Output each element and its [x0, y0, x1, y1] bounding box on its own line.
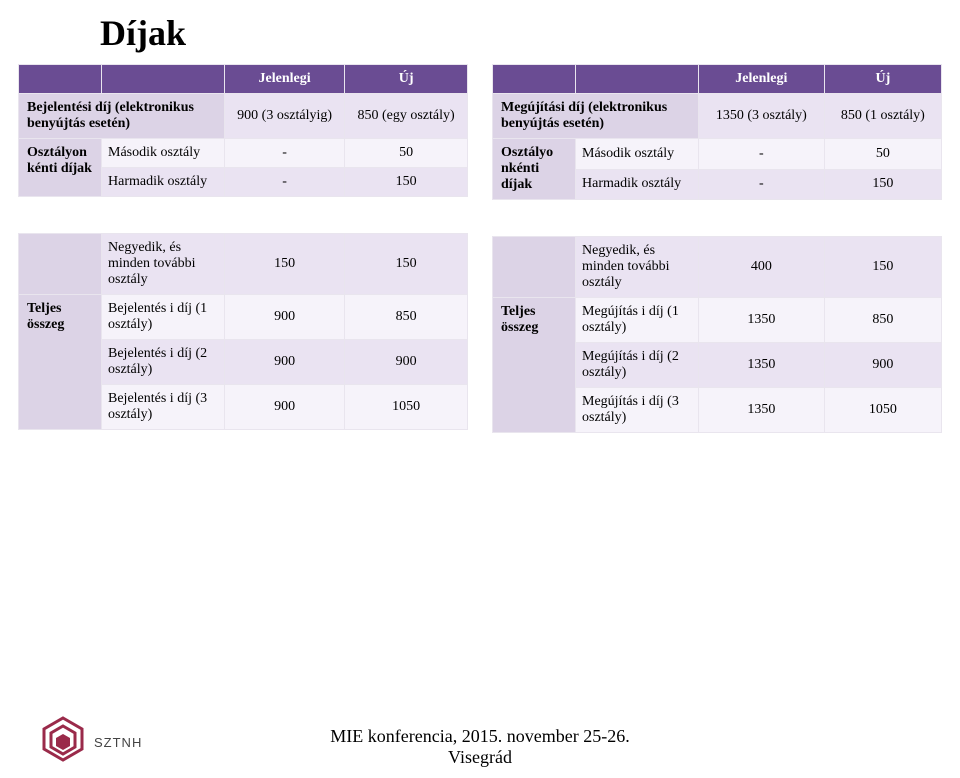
- right-current-cell: 1350 (3 osztály): [699, 94, 825, 139]
- table-row: Osztályo nkénti díjakMásodik osztály-50: [493, 139, 942, 170]
- left-current-cell: -: [225, 139, 345, 168]
- left-row-label: Bejelentési díj (elektronikus benyújtás …: [19, 94, 225, 139]
- right-current-cell: 1350: [699, 298, 825, 343]
- table-row: Teljes összegBejelentés i díj (1 osztály…: [19, 295, 468, 340]
- right-table-body: Megújítási díj (elektronikus benyújtás e…: [493, 94, 942, 433]
- spacer-cell: [19, 197, 468, 234]
- left-new-cell: 850: [345, 295, 468, 340]
- right-head-blank1: [493, 65, 576, 94]
- right-current-cell: -: [699, 139, 825, 170]
- right-desc-cell: Megújítás i díj (2 osztály): [576, 343, 699, 388]
- table-row: Negyedik, és minden további osztály15015…: [19, 234, 468, 295]
- left-new-cell: 150: [345, 168, 468, 197]
- tables-container: Jelenlegi Új Bejelentési díj (elektronik…: [0, 64, 960, 433]
- left-desc-cell: Bejelentés i díj (1 osztály): [102, 295, 225, 340]
- right-new-cell: 850: [824, 298, 941, 343]
- right-table: Jelenlegi Új Megújítási díj (elektroniku…: [492, 64, 942, 433]
- right-desc-cell: Harmadik osztály: [576, 169, 699, 200]
- left-desc-cell: Negyedik, és minden további osztály: [102, 234, 225, 295]
- right-current-cell: -: [699, 169, 825, 200]
- footer-line1: MIE konferencia, 2015. november 25-26.: [0, 726, 960, 747]
- left-current-cell: 900: [225, 340, 345, 385]
- left-desc-cell: Bejelentés i díj (3 osztály): [102, 385, 225, 430]
- right-group-label: Teljes összeg: [493, 298, 576, 433]
- right-group-label: Osztályo nkénti díjak: [493, 139, 576, 200]
- left-new-cell: 900: [345, 340, 468, 385]
- right-desc-cell: Második osztály: [576, 139, 699, 170]
- table-row: Negyedik, és minden további osztály40015…: [493, 237, 942, 298]
- left-table: Jelenlegi Új Bejelentési díj (elektronik…: [18, 64, 468, 430]
- footer-line2: Visegrád: [0, 747, 960, 768]
- spacer-cell: [493, 200, 942, 237]
- left-current-cell: 900 (3 osztályig): [225, 94, 345, 139]
- right-table-head: Jelenlegi Új: [493, 65, 942, 94]
- right-new-cell: 150: [824, 169, 941, 200]
- right-current-cell: 1350: [699, 388, 825, 433]
- table-row: Teljes összegMegújítás i díj (1 osztály)…: [493, 298, 942, 343]
- right-head-current: Jelenlegi: [699, 65, 825, 94]
- left-new-cell: 50: [345, 139, 468, 168]
- left-new-cell: 150: [345, 234, 468, 295]
- left-head-new: Új: [345, 65, 468, 94]
- left-new-cell: 850 (egy osztály): [345, 94, 468, 139]
- right-desc-cell: Negyedik, és minden további osztály: [576, 237, 699, 298]
- right-blank-label: [493, 237, 576, 298]
- left-current-cell: 900: [225, 385, 345, 430]
- left-new-cell: 1050: [345, 385, 468, 430]
- right-desc-cell: Megújítás i díj (1 osztály): [576, 298, 699, 343]
- right-new-cell: 1050: [824, 388, 941, 433]
- left-table-body: Bejelentési díj (elektronikus benyújtás …: [19, 94, 468, 430]
- page-title: Díjak: [100, 12, 960, 54]
- right-new-cell: 900: [824, 343, 941, 388]
- right-current-cell: 1350: [699, 343, 825, 388]
- left-group-label: Osztályon kénti díjak: [19, 139, 102, 197]
- right-row-label: Megújítási díj (elektronikus benyújtás e…: [493, 94, 699, 139]
- left-head-blank2: [102, 65, 225, 94]
- left-head-current: Jelenlegi: [225, 65, 345, 94]
- left-blank-label: [19, 234, 102, 295]
- right-new-cell: 150: [824, 237, 941, 298]
- left-head-blank1: [19, 65, 102, 94]
- left-desc-cell: Bejelentés i díj (2 osztály): [102, 340, 225, 385]
- left-current-cell: 900: [225, 295, 345, 340]
- left-group-label: Teljes összeg: [19, 295, 102, 430]
- table-row: Megújítási díj (elektronikus benyújtás e…: [493, 94, 942, 139]
- table-row: Osztályon kénti díjakMásodik osztály-50: [19, 139, 468, 168]
- right-head-blank2: [576, 65, 699, 94]
- right-desc-cell: Megújítás i díj (3 osztály): [576, 388, 699, 433]
- left-table-head: Jelenlegi Új: [19, 65, 468, 94]
- left-current-cell: 150: [225, 234, 345, 295]
- footer: MIE konferencia, 2015. november 25-26. V…: [0, 726, 960, 768]
- spacer-row: [493, 200, 942, 237]
- left-desc-cell: Második osztály: [102, 139, 225, 168]
- left-current-cell: -: [225, 168, 345, 197]
- right-new-cell: 850 (1 osztály): [824, 94, 941, 139]
- spacer-row: [19, 197, 468, 234]
- right-head-new: Új: [824, 65, 941, 94]
- right-current-cell: 400: [699, 237, 825, 298]
- right-new-cell: 50: [824, 139, 941, 170]
- table-row: Bejelentési díj (elektronikus benyújtás …: [19, 94, 468, 139]
- left-desc-cell: Harmadik osztály: [102, 168, 225, 197]
